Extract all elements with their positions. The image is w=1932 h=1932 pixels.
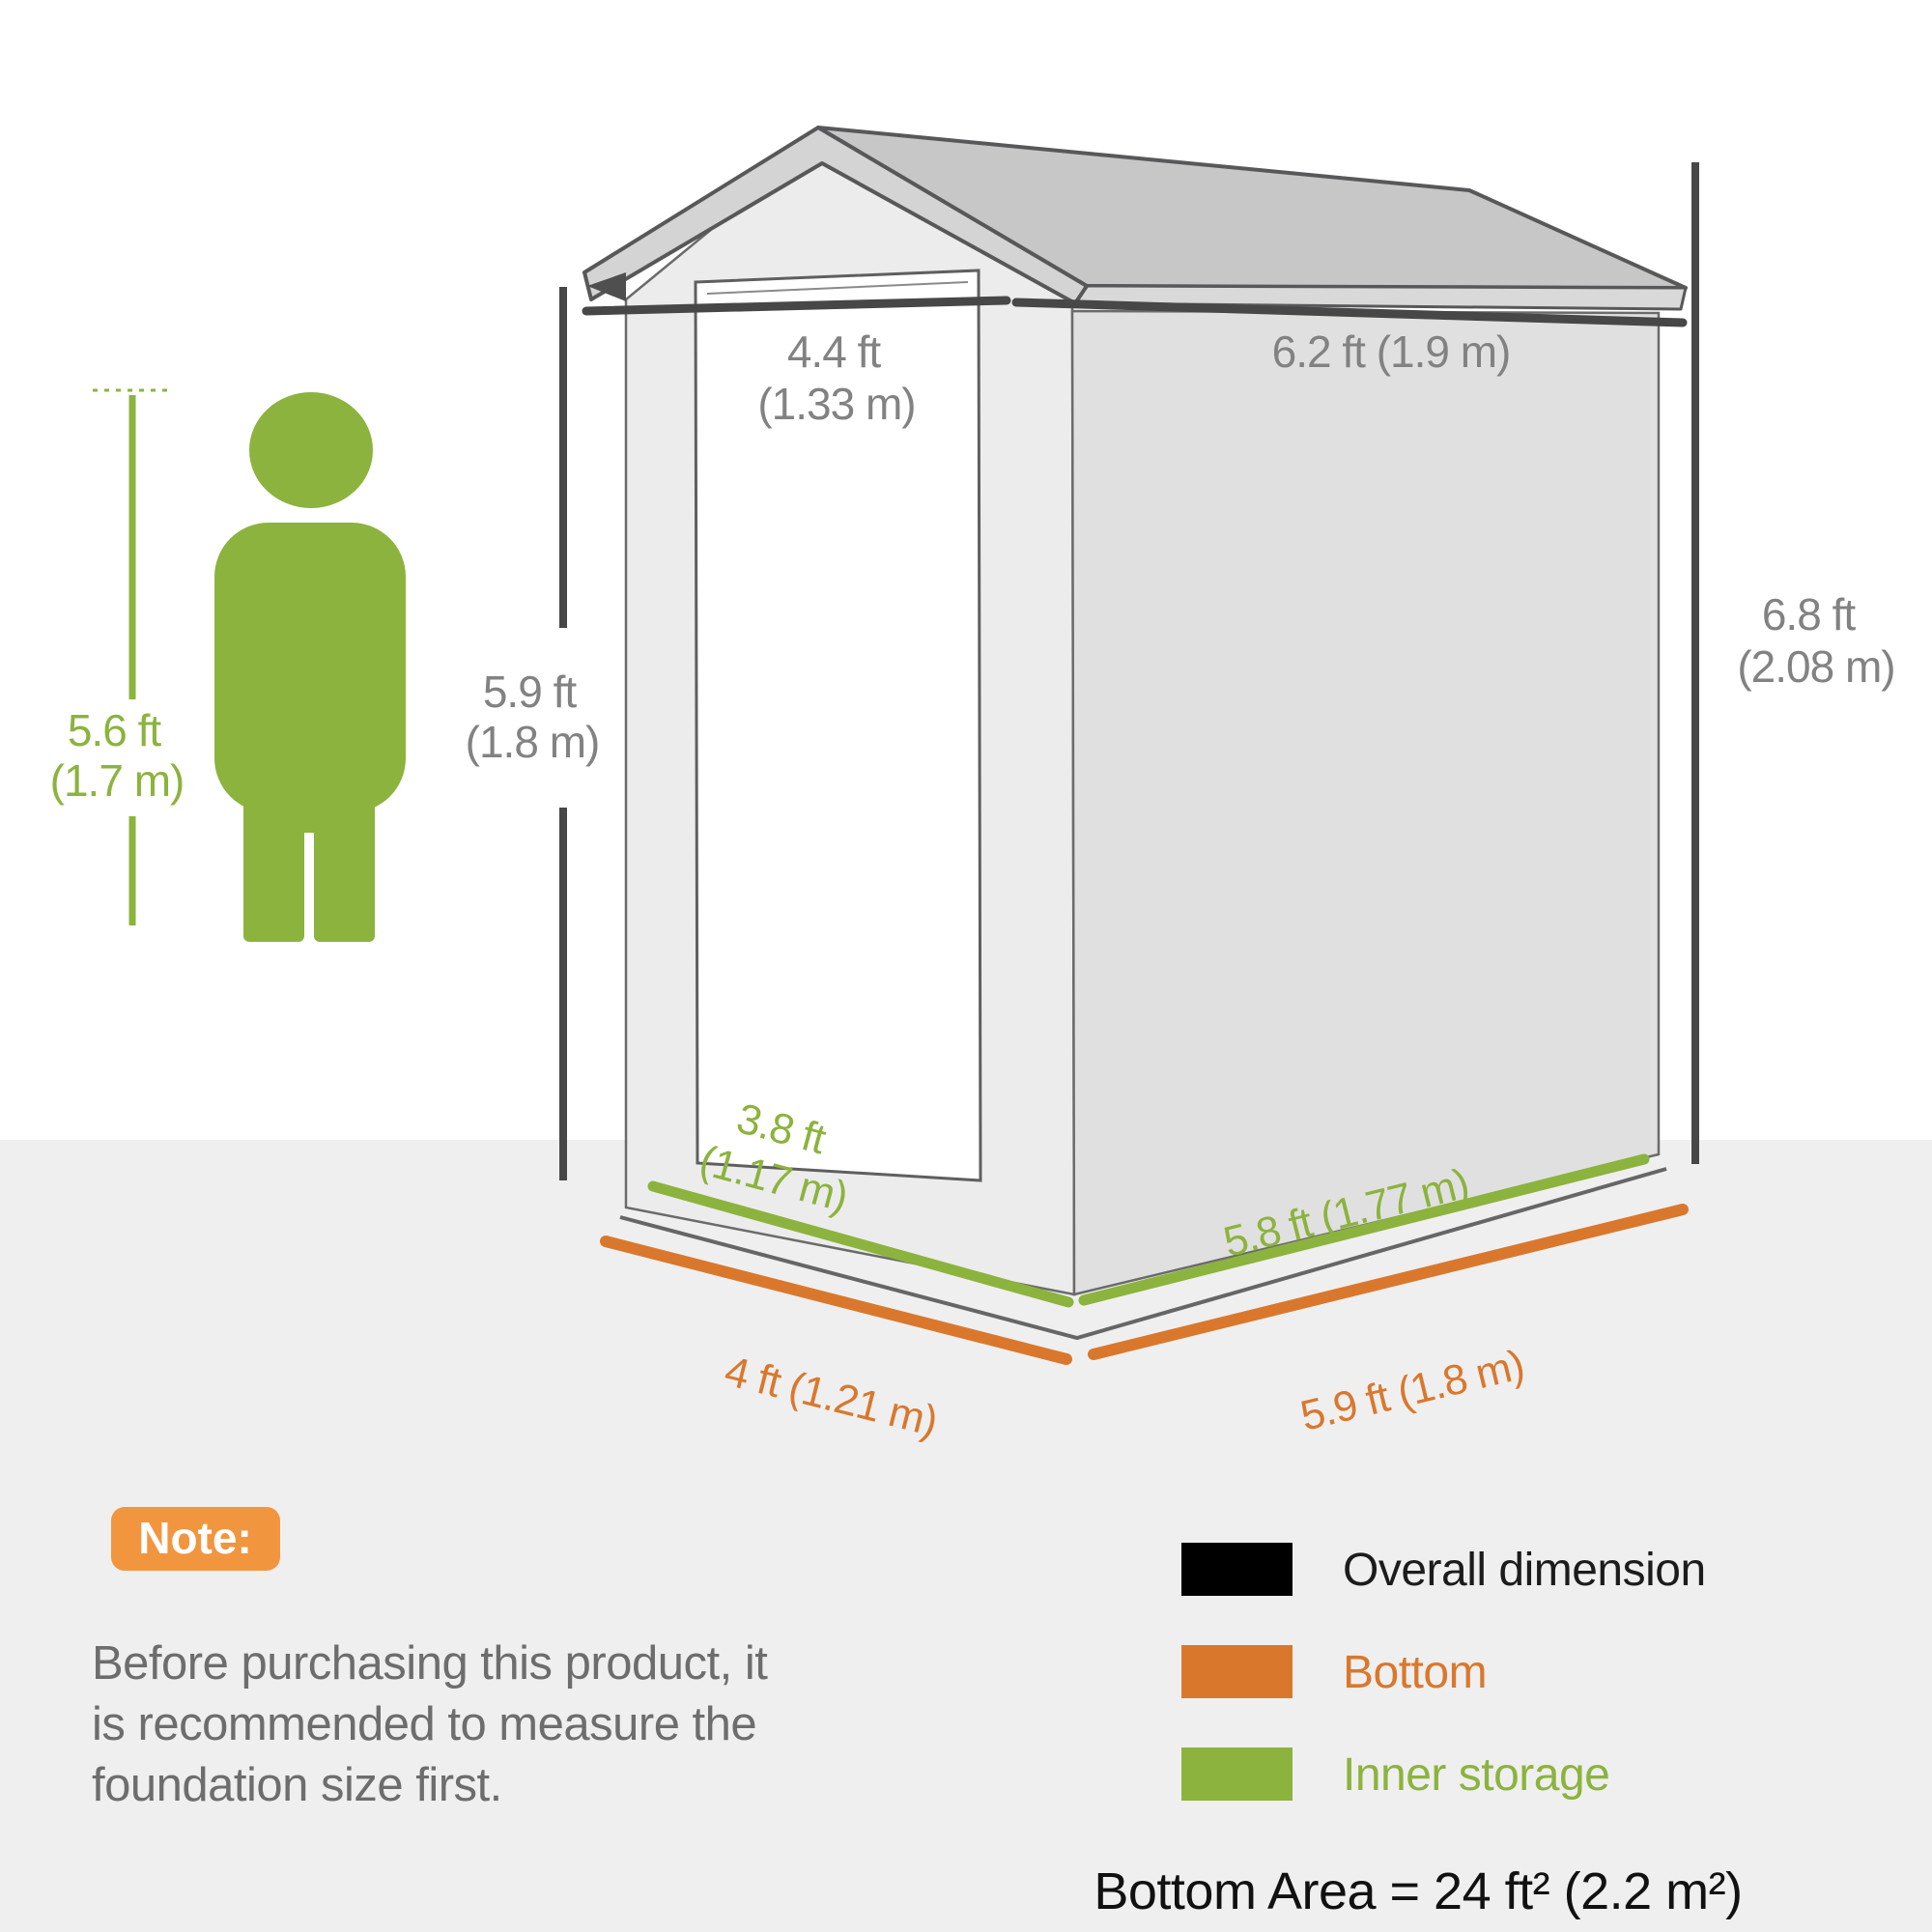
shed-side-wall [1070,309,1661,1296]
person-leg-right [314,713,375,942]
inner-storage-line-side [1078,1153,1650,1306]
side-width-label: 6.2 ft (1.9 m) [1272,327,1511,377]
bottom-area-label: Bottom Area = 24 ft² (2.2 m²) [1094,1862,1742,1920]
legend-label-overall: Overall dimension [1343,1545,1706,1596]
bottom-line-front [600,1236,1072,1365]
overall-height-label-m: (2.08 m) [1737,641,1894,692]
base-platform-outline [619,1167,1667,1341]
door-height-label-m: (1.8 m) [466,717,600,767]
dim-line-front-width [582,296,1011,316]
eave-shadow [587,272,626,301]
shed-door [694,269,982,1182]
front-width-label-ft: 4.4 ft [787,327,882,377]
door-header-line [706,281,969,295]
note-text-line3: foundation size first. [92,1759,502,1811]
legend: Overall dimension Bottom Inner storage B… [1094,1543,1743,1920]
person-figure [214,392,406,942]
inner-storage-line-front [647,1180,1074,1308]
note-text-line1: Before purchasing this product, it [92,1637,768,1690]
legend-label-inner: Inner storage [1343,1749,1609,1801]
door-height-label-ft: 5.9 ft [483,667,578,717]
person-height-label-m: (1.7 m) [50,755,185,806]
note-badge [111,1507,280,1571]
legend-swatch-overall [1181,1543,1293,1596]
legend-swatch-bottom [1181,1645,1293,1698]
note-badge-label: Note: [138,1513,252,1563]
person-head [249,392,373,508]
person-leg-left [243,713,304,942]
front-width-label-m: (1.33 m) [757,379,915,429]
legend-label-bottom: Bottom [1343,1647,1487,1698]
legend-swatch-inner [1181,1747,1293,1801]
person-height-label-ft: 5.6 ft [68,705,162,755]
dim-line-side-width [1011,298,1688,327]
overall-height-label-ft: 6.8 ft [1762,589,1857,639]
note-text-line2: is recommended to measure the [92,1698,756,1750]
bottom-line-side [1088,1204,1689,1360]
